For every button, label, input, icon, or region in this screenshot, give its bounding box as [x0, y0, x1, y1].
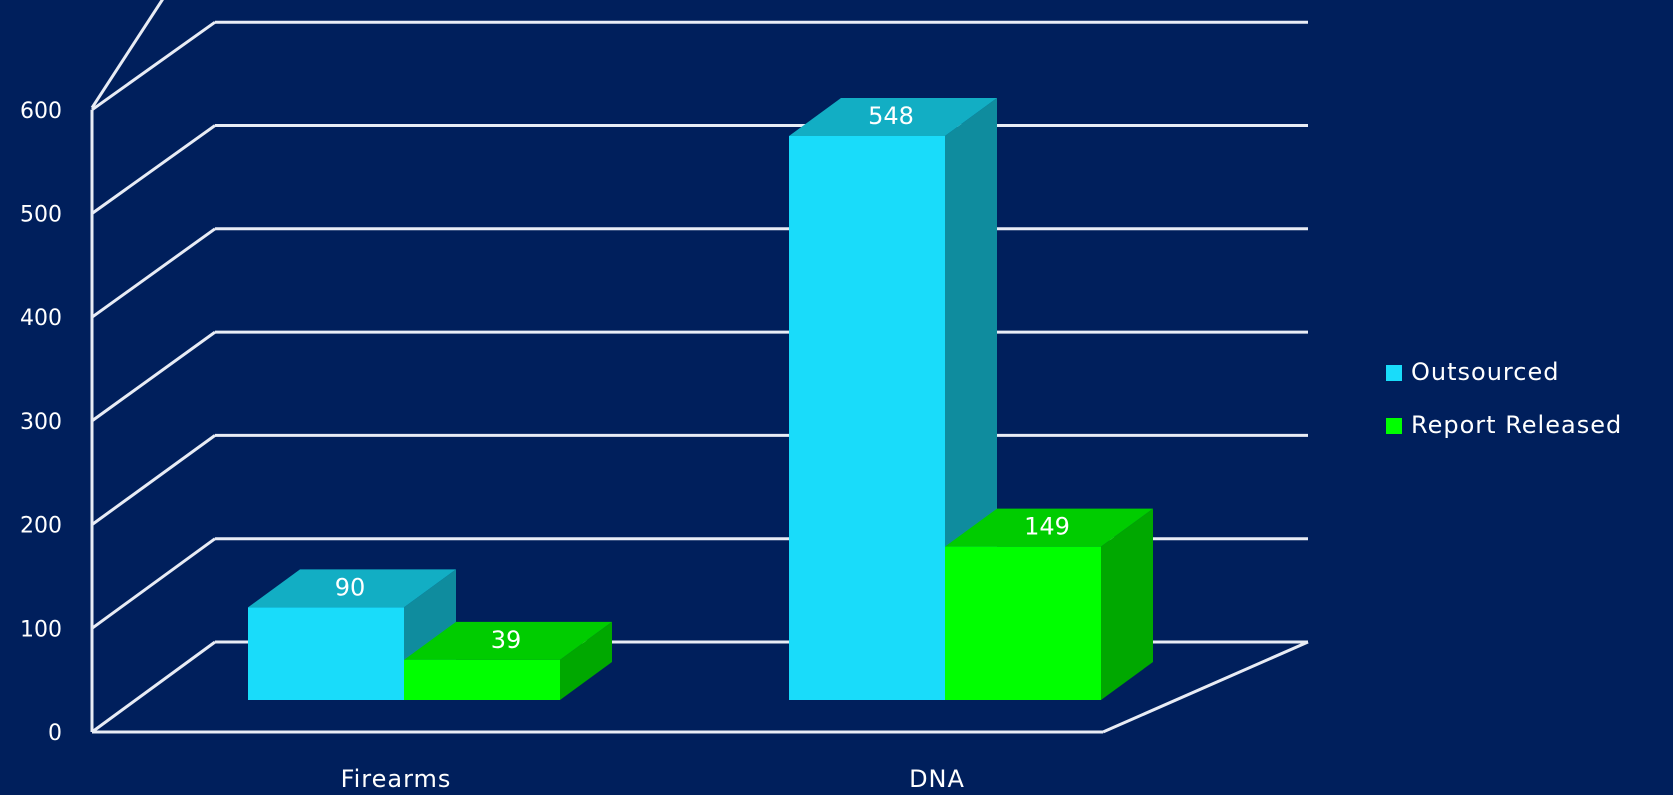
bar-side-face: [1101, 508, 1153, 700]
bar-firearms-outsourced: 90: [248, 569, 456, 700]
data-label: 39: [491, 626, 522, 654]
x-category-label: Firearms: [341, 765, 452, 793]
data-label: 90: [335, 573, 366, 601]
bar-front-face: [945, 546, 1101, 700]
bar-front-face: [248, 607, 404, 700]
legend-item-report-released: Report Released: [1386, 411, 1622, 439]
gridlines: [90, 0, 1308, 734]
legend: Outsourced Report Released: [1386, 358, 1622, 439]
x-axis-categories: Firearms DNA: [341, 765, 965, 793]
floor-right-edge: [1102, 640, 1309, 734]
bar-side-face: [560, 621, 612, 700]
bars: 90 39 548 149: [248, 98, 1153, 700]
y-tick-label: 600: [20, 99, 62, 124]
y-tick-label: 300: [20, 410, 62, 435]
bar-top-face: [789, 98, 997, 136]
gridline-diagonal: [90, 0, 164, 109]
gridline-diagonal: [91, 330, 216, 423]
bar-front-face: [789, 136, 945, 700]
y-axis-ticks: 0 100 200 300 400 500 600: [20, 99, 62, 746]
gridline-diagonal: [91, 537, 216, 630]
gridline-diagonal: [91, 20, 216, 112]
y-tick-label: 400: [20, 306, 62, 331]
bar-front-face: [404, 659, 560, 700]
gridline-diagonal: [91, 640, 216, 734]
gridline-diagonal: [91, 124, 216, 215]
legend-label: Report Released: [1411, 411, 1622, 439]
bar-top-face: [248, 569, 456, 608]
bar-firearms-report-released: 39: [404, 621, 612, 700]
bar-top-face: [945, 508, 1153, 547]
gridline-diagonal: [91, 434, 216, 526]
data-label: 149: [1024, 513, 1070, 541]
y-tick-label: 500: [20, 203, 62, 228]
data-label: 548: [868, 102, 914, 130]
legend-item-outsourced: Outsourced: [1386, 358, 1559, 386]
bar-top-face: [404, 621, 612, 660]
x-category-label: DNA: [909, 765, 965, 793]
y-tick-label: 0: [48, 721, 62, 746]
y-tick-label: 100: [20, 617, 62, 642]
legend-swatch: [1386, 418, 1402, 434]
y-tick-label: 200: [20, 514, 62, 539]
gridline-diagonal: [91, 227, 216, 319]
legend-label: Outsourced: [1411, 358, 1559, 386]
bar-dna-report-released: 149: [945, 508, 1153, 700]
legend-swatch: [1386, 365, 1402, 381]
